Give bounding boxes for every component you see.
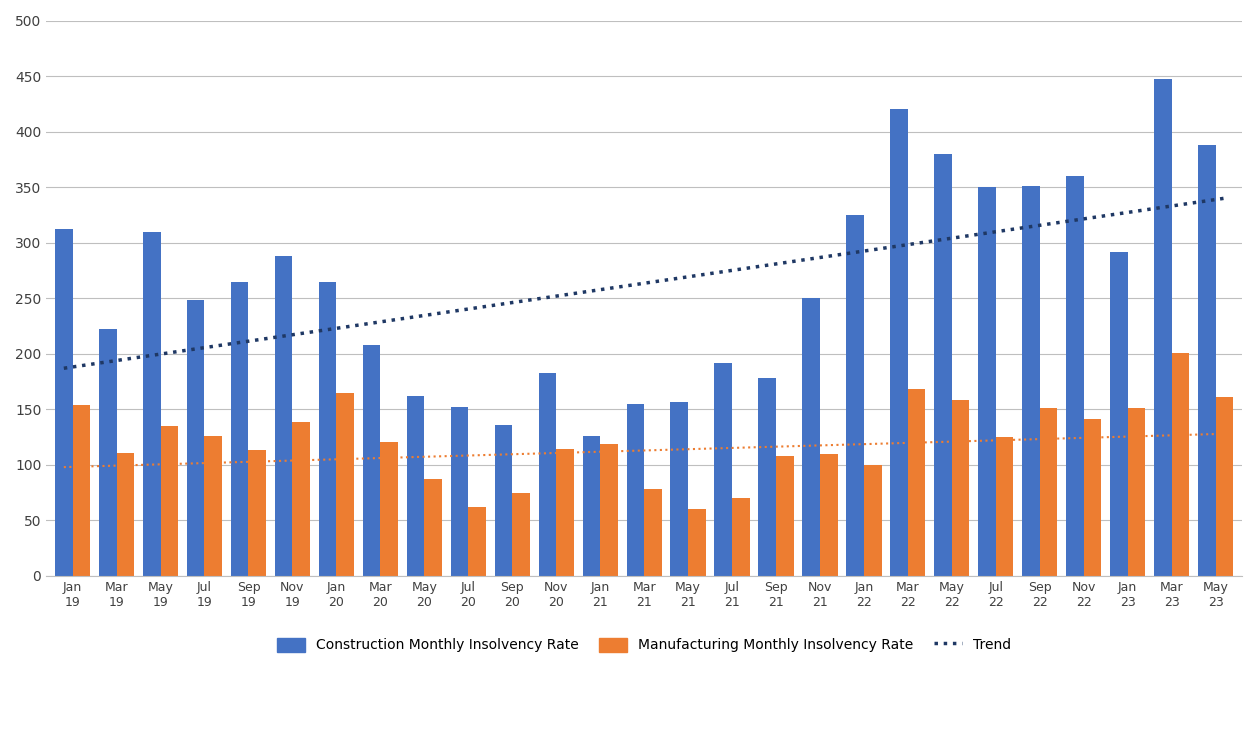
Bar xyxy=(205,436,222,576)
Bar xyxy=(513,493,529,576)
Bar xyxy=(1198,145,1216,576)
Bar xyxy=(996,437,1013,576)
Bar xyxy=(538,372,556,576)
Bar xyxy=(117,453,134,576)
Bar xyxy=(231,281,249,576)
Bar xyxy=(1040,408,1057,576)
Bar xyxy=(714,363,732,576)
Bar xyxy=(275,256,293,576)
Bar xyxy=(73,405,91,576)
Bar xyxy=(890,109,908,576)
Bar xyxy=(55,229,73,576)
Bar xyxy=(626,404,644,576)
Bar xyxy=(381,441,398,576)
Bar xyxy=(495,425,513,576)
Bar xyxy=(187,301,205,576)
Bar xyxy=(293,421,310,576)
Bar xyxy=(776,456,793,576)
Bar xyxy=(846,215,864,576)
Bar xyxy=(143,232,161,576)
Bar xyxy=(908,389,925,576)
Bar xyxy=(1172,353,1189,576)
Bar xyxy=(952,400,969,576)
Bar xyxy=(319,281,337,576)
Bar xyxy=(161,426,178,576)
Bar xyxy=(758,378,776,576)
Bar xyxy=(1216,397,1233,576)
Bar xyxy=(934,154,952,576)
Bar xyxy=(451,407,469,576)
Bar xyxy=(1066,176,1084,576)
Bar xyxy=(864,465,881,576)
Bar xyxy=(802,298,820,576)
Bar xyxy=(644,490,661,576)
Bar xyxy=(337,393,354,576)
Bar xyxy=(688,509,705,576)
Bar xyxy=(407,396,425,576)
Bar xyxy=(978,187,996,576)
Bar xyxy=(249,451,266,576)
Bar xyxy=(469,507,486,576)
Bar xyxy=(732,498,749,576)
Bar xyxy=(820,454,837,576)
Bar xyxy=(363,345,381,576)
Bar xyxy=(1022,186,1040,576)
Legend: Construction Monthly Insolvency Rate, Manufacturing Monthly Insolvency Rate, Tre: Construction Monthly Insolvency Rate, Ma… xyxy=(272,632,1017,658)
Bar xyxy=(582,436,600,576)
Bar xyxy=(425,479,442,576)
Bar xyxy=(99,329,117,576)
Bar xyxy=(1154,79,1172,576)
Bar xyxy=(670,402,688,576)
Bar xyxy=(556,449,573,576)
Bar xyxy=(1110,251,1128,576)
Bar xyxy=(1128,408,1145,576)
Bar xyxy=(1084,419,1101,576)
Bar xyxy=(600,443,617,576)
